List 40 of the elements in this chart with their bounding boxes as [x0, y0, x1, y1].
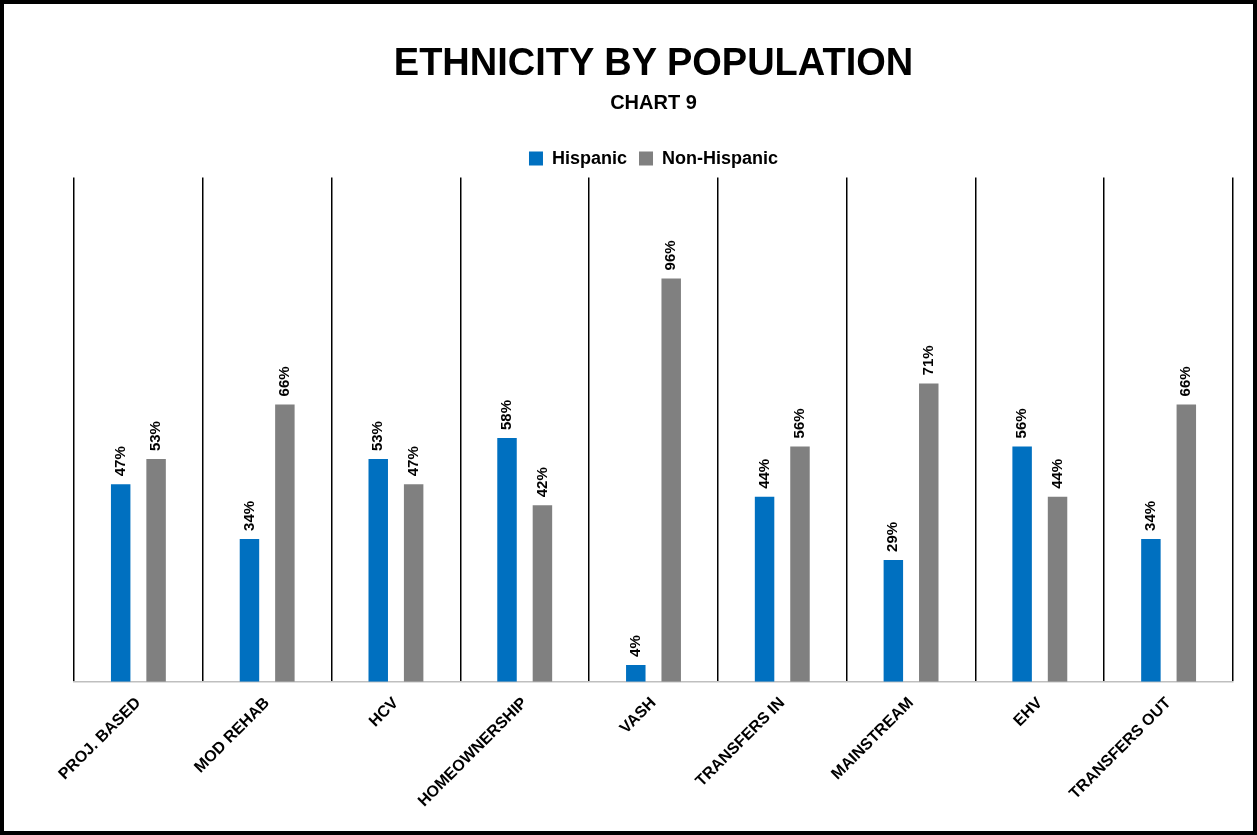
bar [1141, 538, 1161, 682]
data-label: 71% [918, 345, 936, 376]
bar [239, 538, 260, 682]
data-label: 47% [110, 446, 128, 477]
bar [368, 459, 388, 682]
data-label: 34% [1141, 500, 1159, 531]
legend-label: Hispanic [551, 147, 628, 168]
bar [883, 559, 904, 682]
data-label: 4% [625, 635, 643, 657]
chart-title: ETHNICITY BY POPULATION [393, 41, 914, 84]
bar [497, 438, 517, 682]
data-label: 42% [532, 467, 550, 498]
data-label: 29% [883, 521, 901, 552]
bar [146, 459, 166, 682]
bar [790, 446, 810, 682]
bar [1012, 446, 1032, 682]
data-label: 44% [754, 458, 772, 489]
legend-label: Non-Hispanic [662, 147, 779, 168]
data-label: 47% [403, 446, 421, 477]
bar [754, 496, 775, 682]
bar [532, 505, 553, 682]
data-label: 66% [275, 366, 293, 397]
bar [403, 484, 424, 682]
data-label: 44% [1047, 458, 1065, 489]
data-label: 56% [1012, 408, 1030, 439]
data-label: 58% [497, 400, 515, 431]
data-label: 56% [790, 408, 808, 439]
bar [275, 404, 295, 682]
chart-subtitle: CHART 9 [610, 91, 697, 114]
bar [1047, 496, 1068, 682]
data-label: 66% [1176, 366, 1194, 397]
data-label: 53% [146, 421, 164, 452]
bar [1176, 404, 1197, 682]
data-label: 34% [239, 500, 257, 531]
bar [110, 484, 131, 682]
data-label: 53% [368, 421, 386, 452]
data-label: 96% [661, 240, 679, 271]
bar [919, 383, 939, 682]
bar [626, 664, 646, 682]
bar [661, 278, 681, 682]
